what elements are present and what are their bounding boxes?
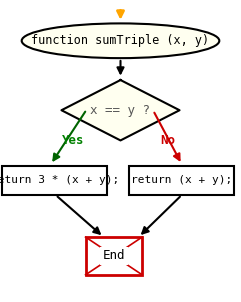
- Ellipse shape: [22, 23, 219, 58]
- Text: Yes: Yes: [62, 134, 85, 147]
- Text: function sumTriple (x, y): function sumTriple (x, y): [31, 34, 210, 47]
- Text: return (x + y);: return (x + y);: [131, 175, 232, 185]
- Text: return 3 * (x + y);: return 3 * (x + y);: [0, 175, 119, 185]
- Bar: [86, 237, 142, 275]
- Text: No: No: [160, 134, 175, 147]
- Polygon shape: [61, 80, 180, 140]
- Bar: [2, 166, 107, 195]
- Text: End: End: [103, 249, 125, 262]
- Bar: [129, 166, 234, 195]
- Text: x == y ?: x == y ?: [91, 104, 150, 117]
